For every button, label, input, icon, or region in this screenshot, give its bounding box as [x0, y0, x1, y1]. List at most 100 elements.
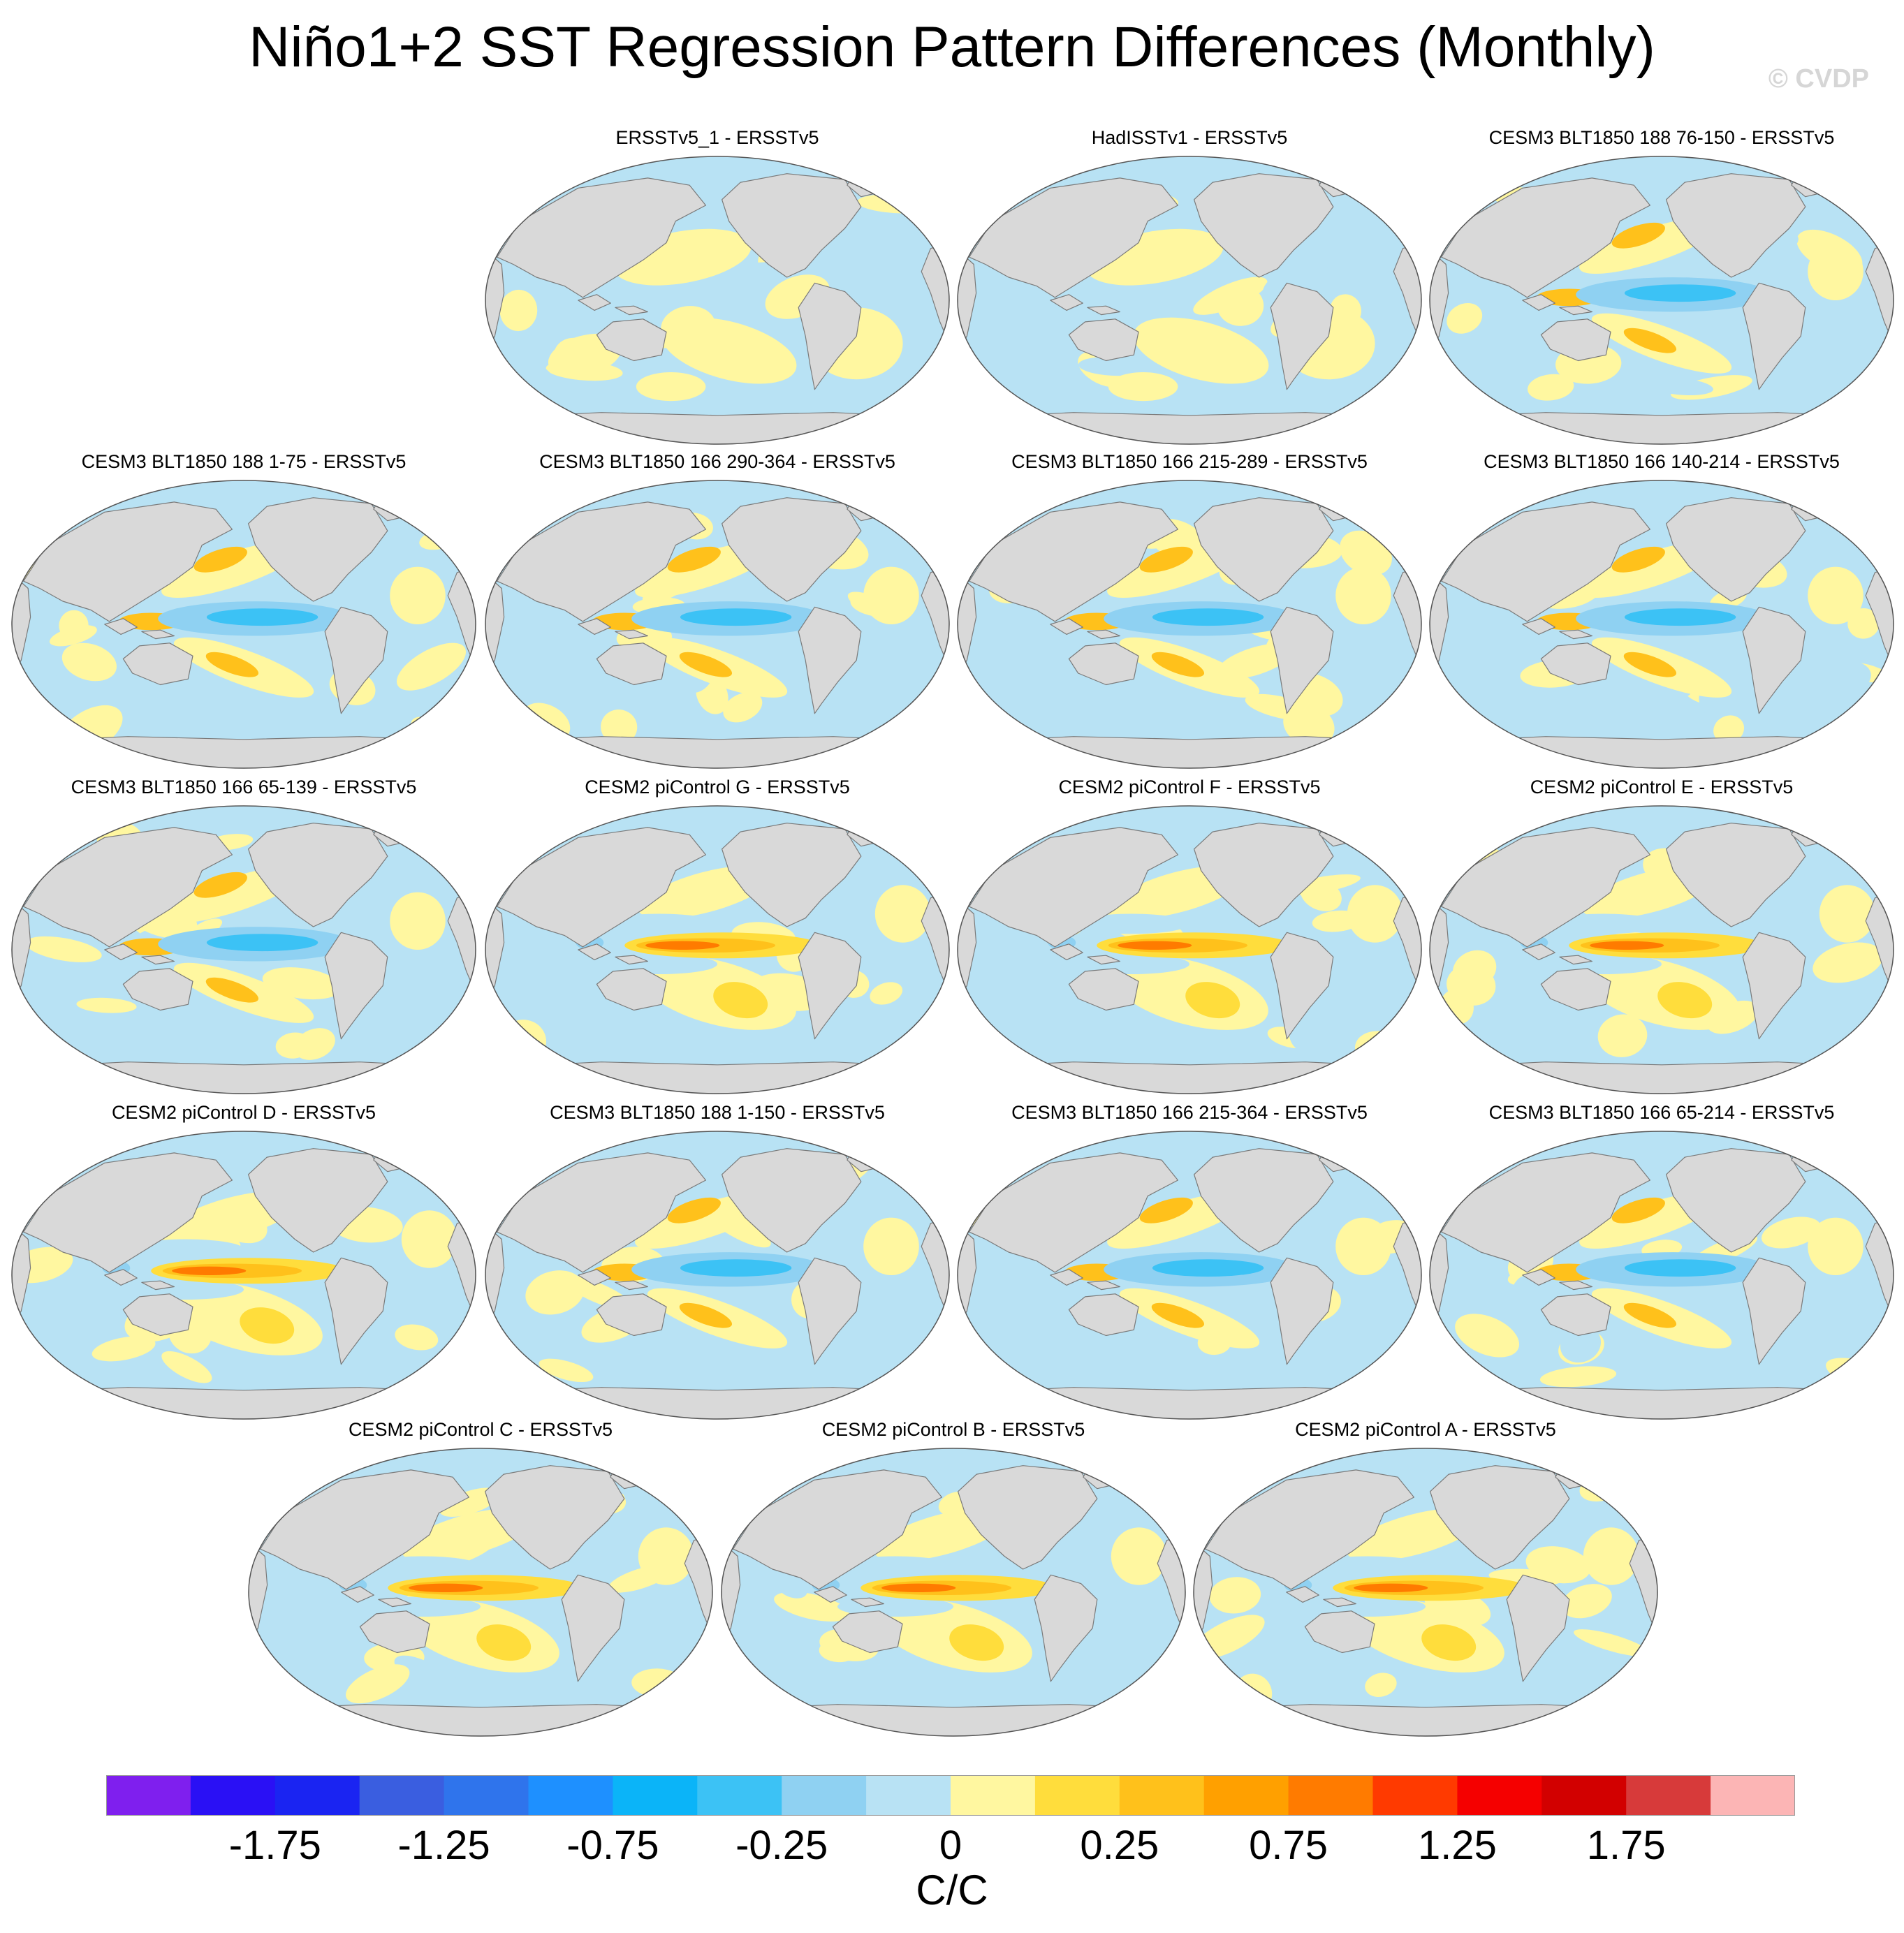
map-border — [1429, 156, 1894, 445]
land-mass — [324, 606, 388, 714]
colorbar-box — [190, 1775, 276, 1816]
land-mass — [561, 1574, 625, 1682]
anomaly-contour — [1335, 1217, 1391, 1275]
land-mass — [23, 501, 233, 622]
anomaly-contour — [59, 610, 89, 641]
colorbar-box — [106, 1775, 191, 1816]
land-mass — [1430, 1387, 1894, 1419]
land-mass — [378, 1597, 411, 1608]
colorbar-box — [697, 1775, 782, 1816]
anomaly-contour — [1583, 1527, 1639, 1585]
map-panel: CESM3 BLT1850 166 215-289 - ERSSTv5 — [955, 450, 1423, 778]
robinson-map — [485, 480, 950, 769]
land-mass — [1087, 305, 1120, 316]
panel-title: CESM2 piControl C - ERSSTv5 — [348, 1419, 613, 1440]
anomaly-contour — [205, 652, 259, 677]
land-mass — [1559, 629, 1592, 640]
land-mass — [798, 606, 862, 714]
land-mass — [141, 1280, 175, 1291]
colorbar-box — [274, 1775, 360, 1816]
anomaly-contour — [996, 1302, 1035, 1345]
anomaly-contour — [863, 1217, 919, 1275]
map-border — [1429, 805, 1894, 1094]
land-mass — [1430, 736, 1894, 768]
panel-title: CESM2 piControl F - ERSSTv5 — [1058, 777, 1321, 798]
land-mass — [497, 827, 706, 948]
land-mass — [1270, 932, 1334, 1040]
land-mass — [1068, 642, 1139, 686]
anomaly-contour — [1133, 317, 1269, 384]
anomaly-contour — [1310, 1556, 1426, 1577]
anomaly-contour — [1811, 1274, 1880, 1316]
land-mass — [12, 1224, 31, 1326]
land-mass — [958, 1224, 977, 1326]
anomaly-contour — [1354, 1583, 1428, 1592]
anomaly-contour — [1657, 982, 1713, 1019]
land-mass — [832, 1610, 903, 1654]
figure-title: Niño1+2 SST Regression Pattern Differenc… — [249, 15, 1655, 79]
anomaly-contour — [1819, 885, 1875, 943]
anomaly-contour — [1479, 1275, 1507, 1299]
land-mass — [1540, 968, 1611, 1011]
anomaly-contour — [1209, 1577, 1261, 1614]
anomaly-contour — [1813, 942, 1883, 983]
land-mass — [1430, 1061, 1894, 1094]
robinson-map — [11, 1131, 476, 1420]
anomaly-contour — [260, 1281, 325, 1321]
land-mass — [969, 1152, 1178, 1273]
cvdp-credit: © CVDP — [1768, 64, 1869, 94]
anomaly-contour — [280, 1600, 325, 1626]
colorbar-box — [1372, 1775, 1458, 1816]
anomaly-contour — [395, 1324, 439, 1351]
panel-title: CESM3 BLT1850 166 140-214 - ERSSTv5 — [1484, 451, 1840, 472]
land-mass — [1430, 573, 1449, 675]
land-mass — [1205, 1469, 1414, 1590]
anomaly-contour — [409, 1583, 483, 1592]
land-mass — [1270, 606, 1334, 714]
land-mass — [921, 892, 949, 994]
anomaly-contour — [949, 1624, 1004, 1661]
anomaly-contour — [1624, 608, 1736, 626]
land-mass — [722, 1704, 1185, 1736]
anomaly-contour — [1847, 608, 1880, 639]
map-border — [248, 1448, 713, 1737]
anomaly-contour — [837, 1556, 953, 1577]
land-mass — [447, 892, 476, 994]
anomaly-contour — [1326, 247, 1360, 272]
robinson-map — [1429, 1131, 1894, 1420]
colorbar-tick-label: -1.25 — [397, 1823, 490, 1868]
map-panel: CESM2 piControl G - ERSSTv5 — [483, 775, 951, 1103]
map-border — [1193, 1448, 1658, 1737]
anomaly-contour — [1209, 633, 1240, 654]
land-mass — [1522, 294, 1555, 311]
robinson-map — [957, 480, 1422, 769]
anomaly-contour — [27, 969, 84, 1009]
land-mass — [1742, 282, 1806, 390]
anomaly-contour — [1725, 1035, 1795, 1057]
panel-title: CESM2 piControl D - ERSSTv5 — [111, 1102, 376, 1123]
land-mass — [958, 573, 977, 675]
land-mass — [1393, 242, 1421, 344]
map-panel: CESM2 piControl B - ERSSTv5 — [719, 1418, 1187, 1746]
land-mass — [12, 736, 476, 768]
anomaly-contour — [1808, 242, 1863, 300]
anomaly-contour — [680, 1259, 792, 1277]
land-mass — [1865, 892, 1894, 994]
robinson-map — [485, 1131, 950, 1420]
anomaly-contour — [1118, 941, 1192, 950]
anomaly-contour — [25, 936, 102, 962]
anomaly-contour — [1139, 1197, 1193, 1223]
land-mass — [1286, 1586, 1319, 1603]
land-mass — [1506, 1574, 1570, 1682]
land-mass — [497, 501, 706, 622]
anomaly-contour — [1455, 1314, 1520, 1358]
anomaly-contour — [1779, 367, 1840, 407]
land-mass — [958, 1061, 1421, 1094]
anomaly-contour — [645, 941, 720, 950]
land-mass — [1430, 899, 1449, 1001]
land-mass — [1270, 282, 1334, 390]
anomaly-contour — [1528, 374, 1574, 401]
anomaly-contour — [262, 1683, 296, 1705]
anomaly-contour — [1626, 698, 1685, 735]
colorbar — [106, 1775, 1795, 1816]
